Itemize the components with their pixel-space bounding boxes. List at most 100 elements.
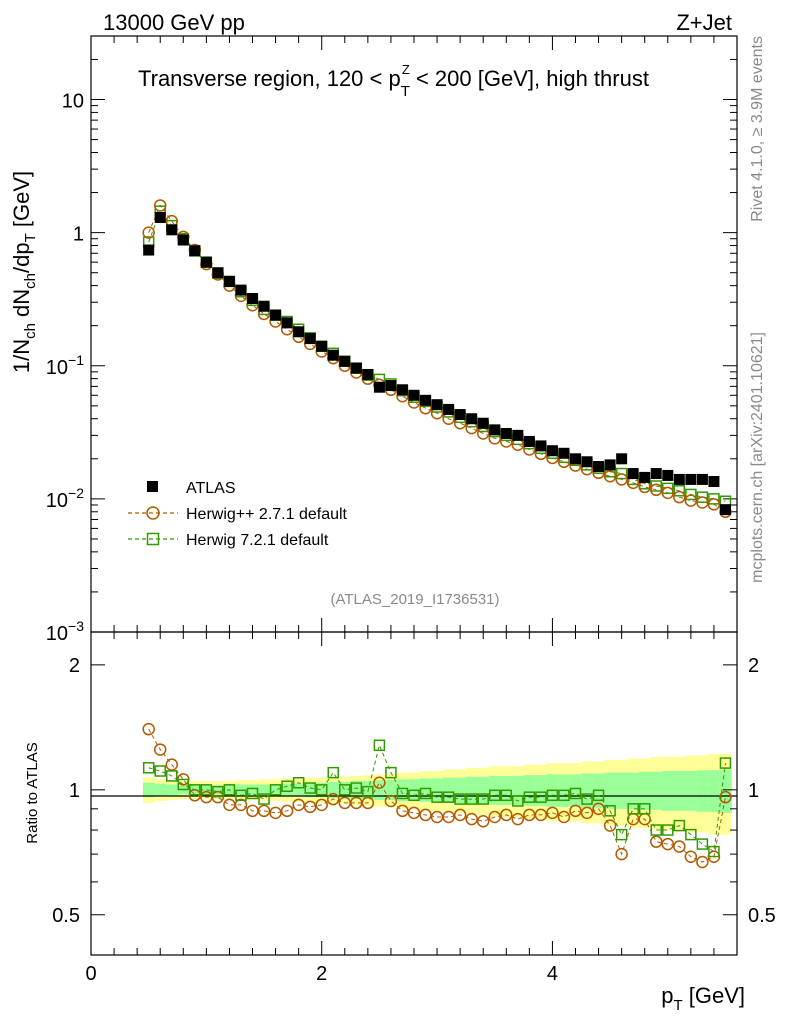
band-inner [350, 781, 363, 800]
data-point-herwig7 [650, 480, 662, 492]
band-inner [685, 771, 698, 811]
ratio-point-herwig7 [350, 782, 363, 794]
data-point-atlas [604, 459, 616, 471]
ratio-point-herwig7 [685, 828, 697, 841]
band-inner [142, 782, 155, 798]
data-point-atlas [339, 355, 351, 367]
ratio-point-herwigpp [719, 790, 732, 804]
data-point-atlas [443, 403, 455, 415]
data-point-atlas [270, 309, 282, 321]
ratio-y-tick-label: 1 [69, 780, 80, 802]
band-inner [154, 783, 167, 797]
series-line-herwigpp [148, 204, 726, 513]
ratio-point-herwig7 [258, 793, 270, 805]
ratio-line-herwigpp [148, 728, 726, 863]
main-axis-ticks: 10 1 10−1 10−2 10−3 [46, 35, 737, 645]
data-point-atlas [477, 417, 489, 429]
ratio-point-herwigpp [292, 798, 305, 812]
ratio-point-herwig7 [373, 739, 386, 752]
ratio-point-herwigpp [269, 806, 282, 820]
data-point-herwigpp [638, 480, 651, 494]
x-axis-label: pT [GeV] [661, 983, 745, 1014]
data-point-atlas [662, 469, 674, 481]
ratio-point-herwig7 [535, 791, 547, 803]
ratio-point-herwig7 [235, 789, 247, 802]
x-tick-label: 4 [547, 963, 558, 985]
data-point-atlas [616, 453, 628, 465]
band-inner [373, 780, 386, 801]
legend-marker-herwigpp [146, 506, 160, 520]
data-point-atlas [466, 413, 478, 425]
ratio-uncertainty-bands [142, 753, 732, 835]
ratio-point-herwig7 [558, 789, 570, 802]
ratio-point-herwig7 [246, 787, 259, 800]
legend-label-herwig7: Herwig 7.2.1 default [186, 532, 329, 549]
data-point-herwigpp [465, 421, 478, 435]
ratio-point-herwig7 [708, 845, 720, 858]
data-point-atlas [362, 368, 374, 380]
band-inner [246, 784, 259, 796]
band-inner [696, 770, 709, 812]
ratio-point-herwig7 [189, 784, 201, 796]
ratio-point-herwig7 [385, 766, 397, 779]
data-point-atlas [431, 399, 443, 411]
data-point-herwigpp [661, 486, 675, 500]
data-point-atlas [281, 317, 293, 329]
ratio-point-herwig7 [431, 791, 443, 803]
ratio-point-herwig7 [362, 785, 374, 798]
ratio-point-herwigpp [488, 810, 501, 824]
ratio-plot-frame [90, 631, 738, 956]
band-inner [673, 771, 686, 811]
ratio-point-herwigpp [580, 806, 594, 820]
data-point-atlas [235, 284, 247, 296]
x-tick-label: 0 [85, 963, 96, 985]
ratio-point-herwig7 [315, 784, 328, 796]
ratio-point-herwigpp [650, 835, 663, 848]
data-point-atlas [327, 349, 339, 361]
ratio-point-herwig7 [454, 793, 466, 805]
ratio-point-herwigpp [257, 804, 271, 818]
data-point-atlas [316, 340, 328, 352]
data-point-herwigpp [615, 473, 628, 486]
ratio-y-tick-label-right: 0.5 [748, 905, 776, 927]
band-inner [523, 775, 536, 806]
data-point-atlas [212, 267, 224, 279]
ratio-point-herwig7 [696, 838, 709, 850]
ratio-point-herwigpp [592, 802, 605, 816]
data-point-atlas [154, 211, 166, 223]
ratio-point-herwig7 [339, 784, 351, 796]
data-point-atlas [546, 445, 558, 457]
data-point-atlas [200, 256, 212, 268]
ratio-point-herwigpp [661, 837, 675, 851]
data-point-herwigpp [153, 199, 167, 212]
y-tick-label: 10−2 [46, 485, 84, 512]
ratio-point-herwigpp [569, 804, 582, 818]
data-point-atlas [627, 468, 639, 480]
ratio-point-herwig7 [465, 793, 478, 805]
header-right: Z+Jet [676, 10, 732, 35]
band-inner [604, 772, 617, 809]
ratio-point-herwigpp [407, 806, 421, 820]
band-inner [165, 784, 179, 796]
ratio-point-herwig7 [523, 791, 536, 803]
band-inner [662, 771, 675, 811]
data-point-herwigpp [142, 226, 155, 239]
ratio-point-herwigpp [615, 847, 628, 861]
ratio-point-herwig7 [292, 777, 305, 789]
ratio-point-herwig7 [650, 824, 662, 836]
data-point-atlas [396, 384, 408, 396]
side-label-mcplots: mcplots.cern.ch [arXiv:2401.10621] [749, 332, 766, 583]
ratio-point-herwig7 [212, 785, 224, 798]
ratio-point-herwigpp [280, 804, 294, 818]
band-inner [292, 783, 305, 797]
data-point-herwig7 [696, 491, 709, 503]
ratio-point-herwig7 [615, 828, 628, 841]
band-inner [638, 771, 651, 810]
data-point-atlas [500, 427, 512, 439]
data-point-atlas [708, 476, 720, 488]
ratio-point-herwig7 [638, 803, 651, 815]
ratio-point-herwigpp [165, 758, 178, 771]
ratio-point-herwig7 [177, 778, 190, 791]
ratio-point-herwig7 [477, 793, 489, 805]
data-point-atlas [650, 468, 662, 480]
